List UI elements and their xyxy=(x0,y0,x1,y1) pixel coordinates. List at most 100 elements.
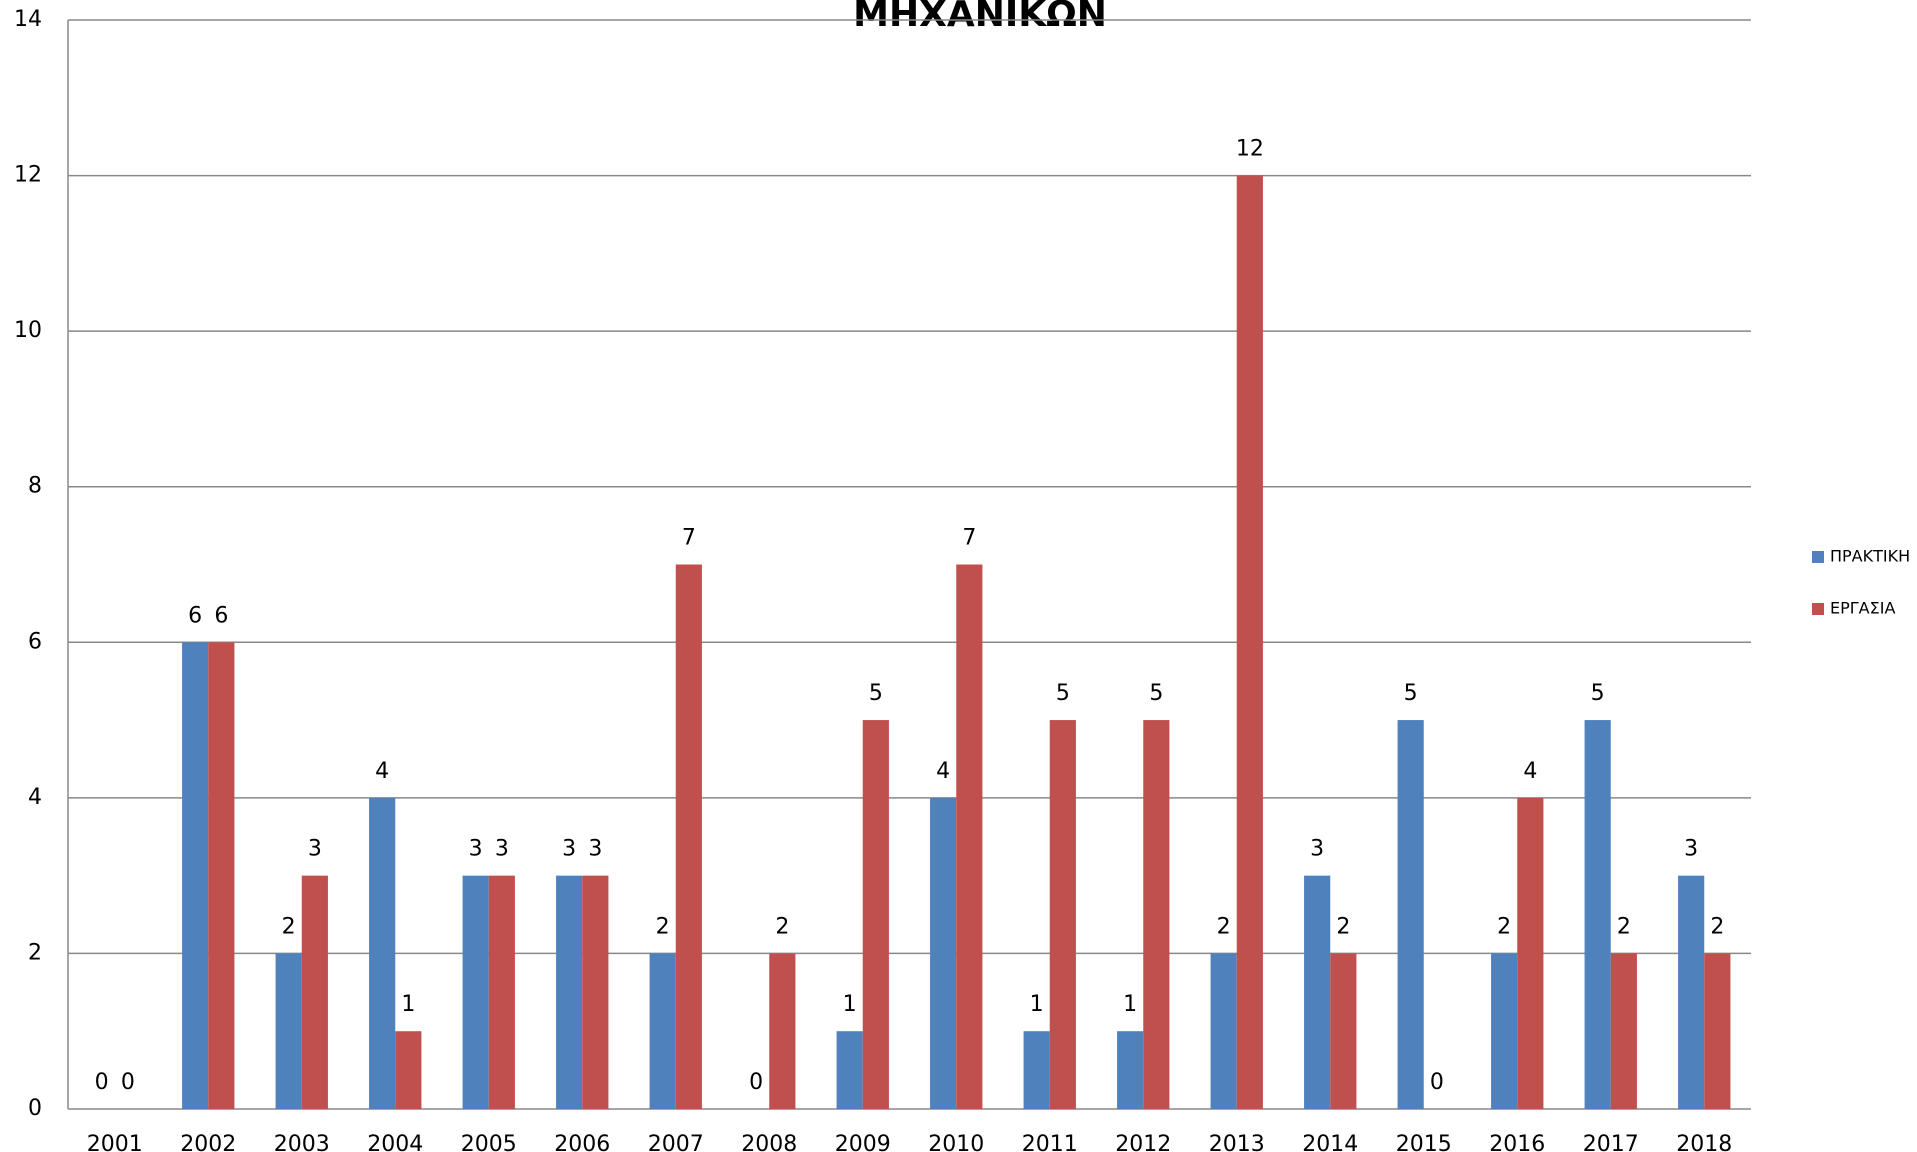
bar xyxy=(862,720,889,1109)
data-label: 0 xyxy=(749,1070,763,1095)
data-label: 3 xyxy=(588,837,602,862)
x-tick-label: 2017 xyxy=(1583,1132,1639,1152)
bar xyxy=(1397,720,1424,1109)
x-tick-label: 2008 xyxy=(741,1132,797,1152)
data-label: 5 xyxy=(1591,681,1605,706)
data-label: 4 xyxy=(936,759,950,784)
x-tick-label: 2014 xyxy=(1302,1132,1358,1152)
data-label: 5 xyxy=(1404,681,1418,706)
y-tick-label: 14 xyxy=(14,7,42,32)
x-tick-label: 2012 xyxy=(1115,1132,1171,1152)
x-tick-label: 2011 xyxy=(1022,1132,1078,1152)
bar xyxy=(462,875,489,1109)
data-label: 1 xyxy=(1030,992,1044,1017)
data-label: 0 xyxy=(1430,1070,1444,1095)
chart-title: ΜΗΧΑΝΙΚΩΝ xyxy=(853,0,1107,35)
data-label: 7 xyxy=(682,526,696,551)
bar xyxy=(1023,1031,1050,1109)
data-label: 2 xyxy=(1497,914,1511,939)
bar xyxy=(369,797,396,1109)
y-tick-label: 12 xyxy=(14,163,42,188)
bar xyxy=(1049,720,1076,1109)
x-tick-label: 2004 xyxy=(367,1132,423,1152)
bar xyxy=(301,875,328,1109)
legend-marker xyxy=(1812,551,1824,563)
data-label: 2 xyxy=(1217,914,1231,939)
bar xyxy=(1330,953,1357,1109)
data-label: 6 xyxy=(214,603,228,628)
data-label: 3 xyxy=(308,837,322,862)
data-label: 4 xyxy=(375,759,389,784)
x-tick-label: 2001 xyxy=(87,1132,143,1152)
data-label: 6 xyxy=(188,603,202,628)
data-label: 1 xyxy=(843,992,857,1017)
x-tick-label: 2010 xyxy=(928,1132,984,1152)
bar xyxy=(1304,875,1331,1109)
x-tick-label: 2006 xyxy=(554,1132,610,1152)
data-label: 1 xyxy=(1123,992,1137,1017)
y-tick-label: 0 xyxy=(28,1096,42,1121)
data-label: 0 xyxy=(95,1070,109,1095)
data-label: 3 xyxy=(495,837,509,862)
x-tick-label: 2015 xyxy=(1396,1132,1452,1152)
data-label: 3 xyxy=(469,837,483,862)
x-tick-label: 2003 xyxy=(274,1132,330,1152)
legend-label: ΕΡΓΑΣΙΑ xyxy=(1830,599,1895,618)
bar xyxy=(1584,720,1611,1109)
data-label: 7 xyxy=(962,526,976,551)
data-label: 2 xyxy=(775,914,789,939)
bar xyxy=(275,953,302,1109)
legend-label: ΠΡΑΚΤΙΚΗ xyxy=(1830,547,1910,566)
bar xyxy=(1610,953,1637,1109)
y-tick-label: 2 xyxy=(28,940,42,965)
bar xyxy=(836,1031,863,1109)
x-tick-label: 2018 xyxy=(1676,1132,1732,1152)
data-label: 1 xyxy=(401,992,415,1017)
bar xyxy=(675,564,702,1109)
legend-marker xyxy=(1812,603,1824,615)
bar xyxy=(1117,1031,1144,1109)
y-tick-label: 8 xyxy=(28,474,42,499)
x-tick-label: 2009 xyxy=(835,1132,891,1152)
data-label: 2 xyxy=(1336,914,1350,939)
data-label: 4 xyxy=(1523,759,1537,784)
y-tick-label: 10 xyxy=(14,318,42,343)
x-tick-label: 2013 xyxy=(1209,1132,1265,1152)
data-label: 3 xyxy=(562,837,576,862)
bar xyxy=(488,875,515,1109)
bar xyxy=(1517,797,1544,1109)
bar xyxy=(1704,953,1731,1109)
bar xyxy=(1491,953,1518,1109)
x-tick-label: 2005 xyxy=(461,1132,517,1152)
bar xyxy=(1143,720,1170,1109)
bar xyxy=(556,875,583,1109)
data-label: 5 xyxy=(869,681,883,706)
bar xyxy=(395,1031,422,1109)
bar xyxy=(1236,175,1263,1110)
bar xyxy=(582,875,609,1109)
data-label: 3 xyxy=(1684,837,1698,862)
bar xyxy=(930,797,957,1109)
y-tick-label: 4 xyxy=(28,785,42,810)
data-label: 3 xyxy=(1310,837,1324,862)
data-label: 2 xyxy=(1710,914,1724,939)
bar xyxy=(769,953,796,1109)
x-tick-label: 2016 xyxy=(1489,1132,1545,1152)
bar xyxy=(208,642,235,1109)
bar xyxy=(1678,875,1705,1109)
data-label: 0 xyxy=(121,1070,135,1095)
data-label: 12 xyxy=(1236,137,1264,162)
x-tick-label: 2002 xyxy=(180,1132,236,1152)
data-label: 5 xyxy=(1149,681,1163,706)
x-tick-label: 2007 xyxy=(648,1132,704,1152)
data-label: 5 xyxy=(1056,681,1070,706)
data-label: 2 xyxy=(1617,914,1631,939)
data-label: 2 xyxy=(282,914,296,939)
bar xyxy=(649,953,676,1109)
data-label: 2 xyxy=(656,914,670,939)
bar xyxy=(1210,953,1237,1109)
y-tick-label: 6 xyxy=(28,629,42,654)
bar xyxy=(956,564,983,1109)
